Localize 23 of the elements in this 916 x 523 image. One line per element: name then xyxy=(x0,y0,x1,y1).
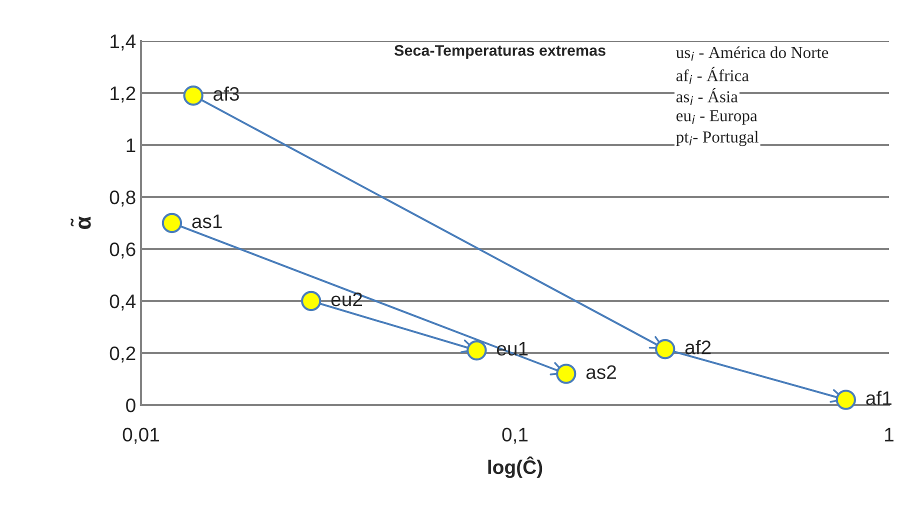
y-axis-title: α̃ xyxy=(70,216,91,229)
annotation: af1 xyxy=(866,390,892,406)
annotation: af2 xyxy=(685,340,711,354)
x-tick-label: 0,1 xyxy=(502,428,528,444)
y-tick-label: 1 xyxy=(126,138,136,152)
x-axis-title: log(Ĉ) xyxy=(488,456,542,478)
y-tick-label: 0,6 xyxy=(110,242,136,259)
annotation: eu$_{i}$ - Europa xyxy=(676,110,758,125)
chart-title: Seca-Temperaturas extremas xyxy=(394,45,606,59)
y-tick-label: 0,8 xyxy=(110,190,136,207)
y-tick-label: 1,4 xyxy=(110,34,136,51)
y-tick-label: 0,2 xyxy=(110,346,136,363)
x-tick-label: 0,01 xyxy=(122,428,159,444)
annotation: pt$_{i}$- Portugal xyxy=(676,130,758,146)
x-tick-label: 1 xyxy=(885,428,894,442)
annotation: as$_{i}$ - Ásia xyxy=(676,88,738,105)
y-tick-label: 0,4 xyxy=(110,294,136,311)
annotation: af$_{i}$ - África xyxy=(676,66,749,84)
y-tick-label: 0 xyxy=(126,398,136,412)
y-tick-label: 1,2 xyxy=(110,86,136,103)
annotation: as2 xyxy=(586,365,616,380)
annotation: as1 xyxy=(192,214,222,228)
annotation: us$_{i}$ - América do Norte xyxy=(676,46,828,61)
